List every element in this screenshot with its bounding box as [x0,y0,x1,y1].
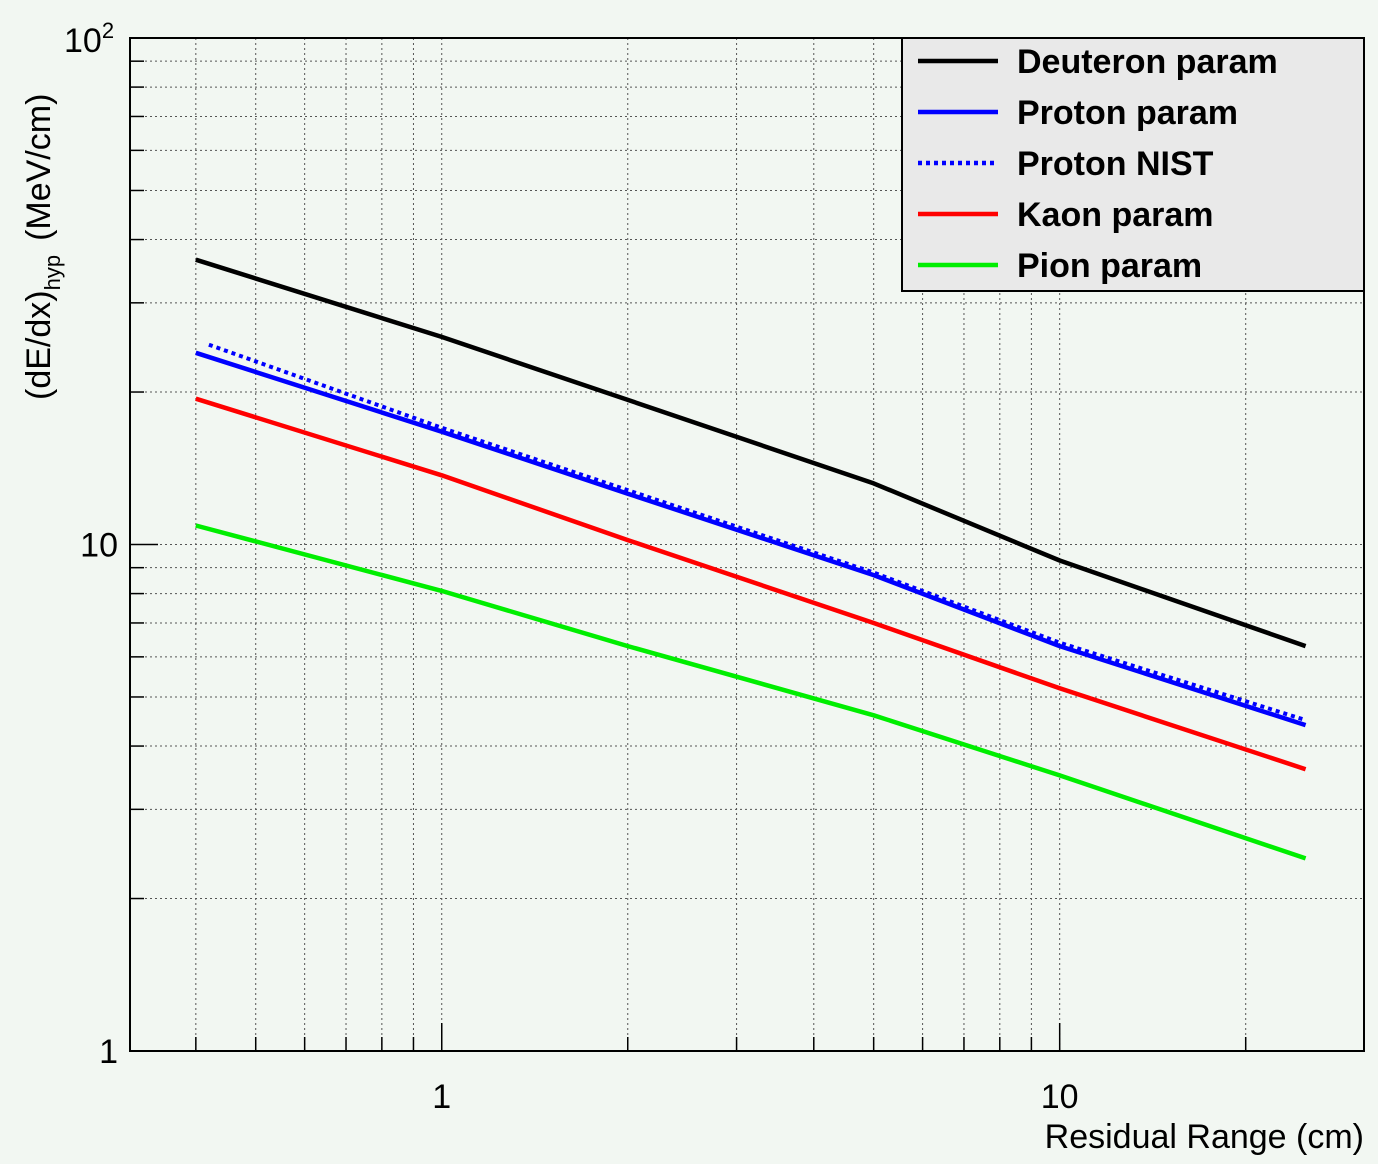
series-line-2 [195,350,1307,728]
axis-ticks [130,37,1247,1052]
legend-label: Proton param [1017,94,1238,132]
series-line-4 [195,396,1307,772]
series-line-3 [208,342,1307,723]
legend-label: Proton NIST [1017,145,1214,183]
legend-label: Pion param [1017,247,1202,285]
legend: Deuteron param Proton param Proton NIST Kao… [901,37,1365,292]
legend-box [901,37,1365,292]
y-axis-title-units: (MeV/cm) [20,94,58,241]
series-line-5 [195,523,1307,861]
x-tick-label: 1 [432,1078,451,1116]
grid-lines [130,37,1364,1052]
legend-label: Deuteron param [1017,43,1278,81]
y-axis-title: (dE/dx)hyp (MeV/cm) [20,94,65,400]
svg-text:(dE/dx)hyp(MeV/cm): (dE/dx)hyp (MeV/cm) [20,94,65,400]
x-tick-label: 10 [1041,1078,1079,1116]
y-axis-title-main: (dE/dx) [20,290,58,400]
y-tick-label: 10 [80,527,118,565]
y-tick-label-top: 102 [64,18,114,60]
series-lines [195,257,1307,861]
tick-labels: 1 10 1 10 102 [64,18,1079,1116]
y-tick-label: 1 [99,1033,118,1071]
x-axis-title: Residual Range (cm) [1045,1118,1364,1156]
series-line-1 [195,257,1307,649]
y-axis-title-sub: hyp [40,255,65,290]
legend-label: Kaon param [1017,196,1214,234]
